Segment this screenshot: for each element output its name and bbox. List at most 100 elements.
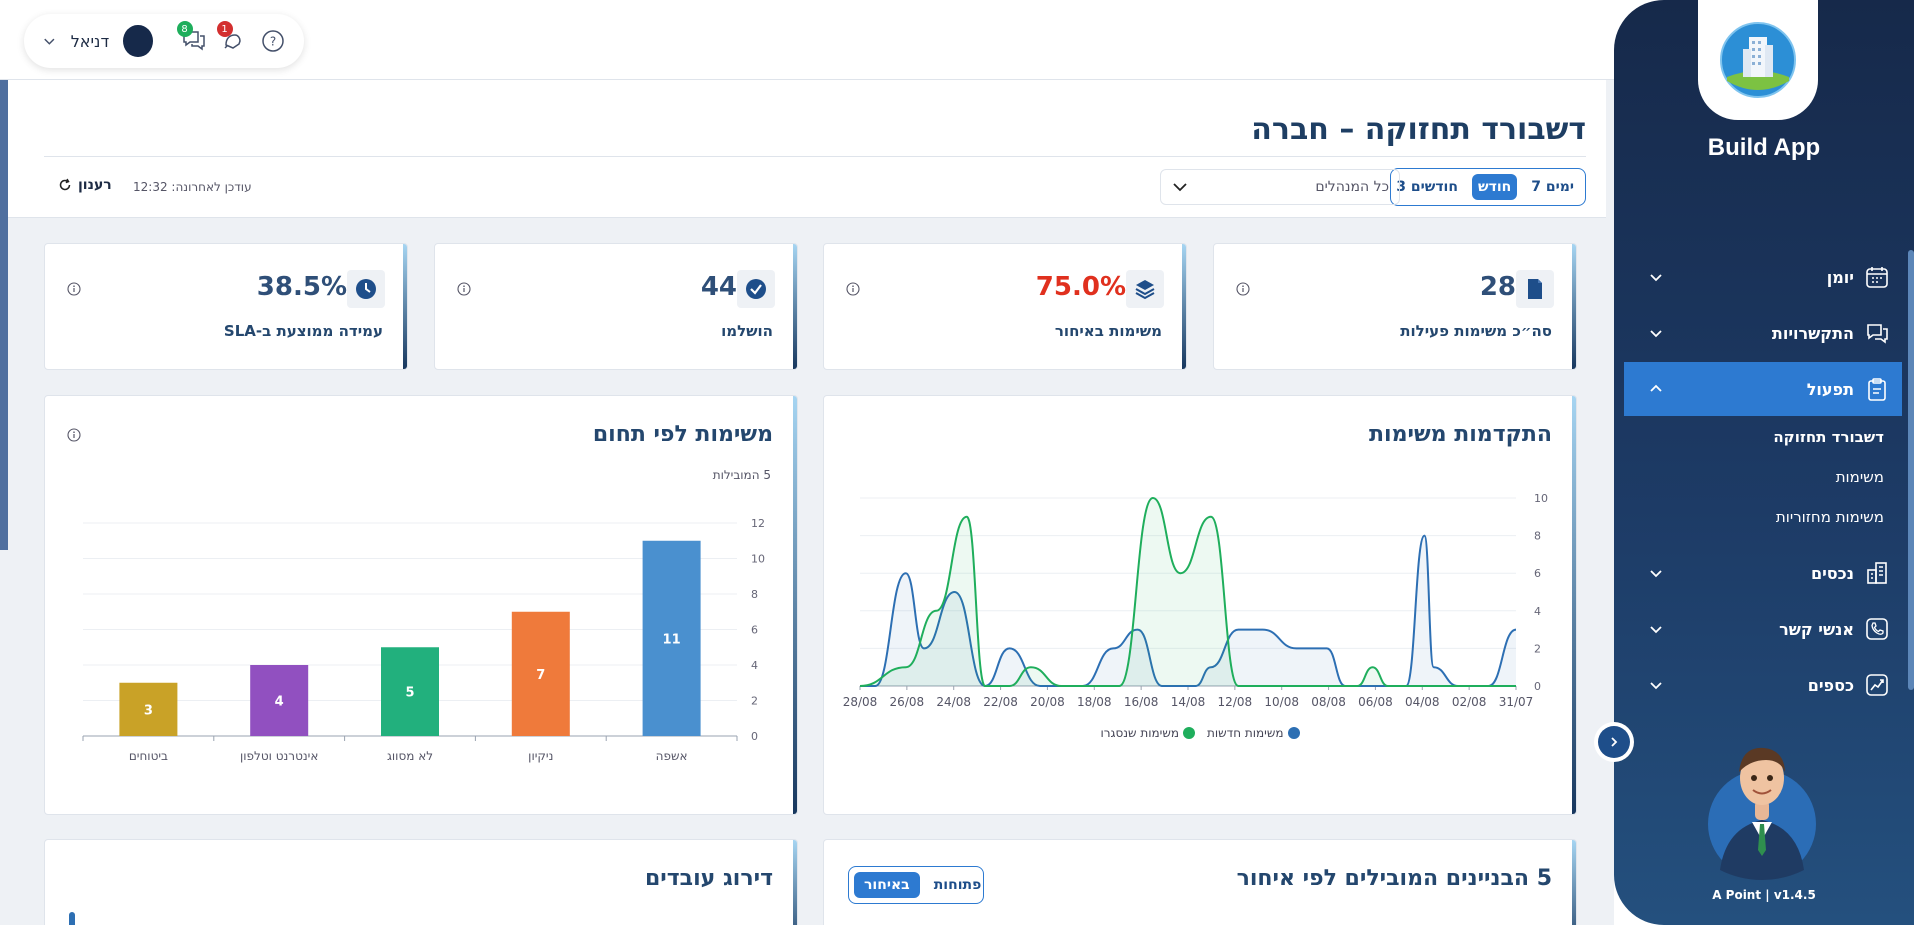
- bar: [119, 682, 178, 736]
- kpi-active-tasks: 28 סה״כ משימות פעילות: [1213, 243, 1577, 370]
- chevron-right-icon: [1611, 737, 1618, 747]
- info-icon[interactable]: [67, 282, 81, 296]
- refresh-button[interactable]: רענון: [58, 177, 112, 193]
- chat-count-badge: 8: [176, 21, 193, 37]
- bar: [642, 540, 701, 736]
- bar-value-label: 3: [144, 703, 153, 718]
- phone-icon: [1866, 618, 1888, 640]
- y-tick-label: 6: [1534, 567, 1541, 580]
- brand-name: Build App: [1707, 134, 1821, 161]
- sidebar-item-label: נכסים: [1810, 563, 1854, 583]
- legend-label: משימות שנסגרו: [1100, 726, 1180, 740]
- bar: [511, 611, 570, 736]
- chevron-down-icon: [1650, 682, 1662, 690]
- tasks-by-domain-card: משימות לפי תחום 5 המובילות 0 2 4 6 8 10 12 11 אש…: [44, 395, 798, 815]
- x-tick-label: ניקיון: [528, 749, 553, 763]
- chat-button[interactable]: 8: [176, 21, 207, 55]
- chevron-down-icon[interactable]: [42, 33, 57, 49]
- user-menu[interactable]: דניאל 8 1 ?: [24, 14, 304, 68]
- series-area-closed: [860, 498, 1516, 686]
- sidebar-item-contacts[interactable]: אנשי קשר: [1624, 602, 1902, 656]
- y-tick-label: 12: [751, 517, 765, 530]
- range-3-months[interactable]: 3 חודשים: [1396, 179, 1458, 195]
- sidebar-item-label: יומן: [1826, 267, 1854, 287]
- filter-overdue[interactable]: באיחור: [854, 872, 920, 898]
- y-tick-label: 10: [1534, 492, 1548, 505]
- x-tick-label: אינטרנט וטלפון: [240, 749, 318, 763]
- top-bar: דניאל 8 1 ?: [0, 0, 1614, 80]
- sidebar-item-finance[interactable]: כספים: [1624, 658, 1902, 712]
- help-button[interactable]: ?: [260, 27, 286, 55]
- sidebar-item-calendar[interactable]: יומן: [1624, 250, 1902, 304]
- series-line-closed: [859, 496, 1516, 688]
- time-range-toggle[interactable]: 7 ימים חודש 3 חודשים: [1390, 168, 1586, 206]
- tasks-progress-chart: 0 2 4 6 8 10 31/07 02/08 04/08 06/08 08/08 10/08 12/…: [843, 492, 1548, 709]
- y-tick-label: 8: [1534, 530, 1541, 543]
- range-month[interactable]: חודש: [1471, 174, 1518, 200]
- x-tick-label: אשפה: [656, 749, 688, 763]
- kpi-label: משימות באיחור: [1054, 322, 1162, 340]
- chevron-down-icon: [1173, 183, 1187, 192]
- page-title: דשבורד תחזוקה – חברה: [1251, 112, 1586, 147]
- buildings-filter-toggle[interactable]: באיחור פתוחות: [848, 866, 984, 904]
- x-tick-label: ביטוחים: [129, 749, 168, 763]
- sidebar-sub-tasks[interactable]: משימות: [1835, 468, 1884, 486]
- card-title: 5 הבניינים המובילים לפי איחור: [1236, 866, 1552, 891]
- user-name[interactable]: דניאל: [70, 31, 110, 51]
- bar-value-label: 11: [663, 632, 681, 647]
- chevron-up-icon: [1650, 384, 1662, 392]
- chat-bubbles-icon: [182, 31, 205, 51]
- kpi-label: הושלמו: [721, 322, 773, 340]
- info-icon[interactable]: [1236, 282, 1250, 296]
- notifications-button[interactable]: 1: [216, 21, 247, 55]
- sidebar-sub-maintenance-dashboard[interactable]: דשבורד תחזוקה: [1773, 428, 1884, 446]
- main-content: דשבורד תחזוקה – חברה 7 ימים חודש 3 חודשי…: [8, 80, 1606, 925]
- sidebar-item-assets[interactable]: נכסים: [1624, 546, 1902, 600]
- legend-item-closed[interactable]: משימות שנסגרו: [1100, 726, 1196, 740]
- info-icon[interactable]: [67, 428, 81, 442]
- y-tick-label: 4: [751, 659, 758, 672]
- chart-legend: משימות חדשות משימות שנסגרו: [824, 726, 1576, 740]
- y-tick-label: 2: [1534, 642, 1541, 655]
- sidebar-item-operations[interactable]: תפעול: [1624, 362, 1902, 416]
- sidebar-sub-recurring-tasks[interactable]: משימות מחזוריות: [1775, 508, 1884, 526]
- filter-open[interactable]: פתוחות: [933, 877, 982, 893]
- manager-select[interactable]: כל המנהלים: [1160, 169, 1400, 205]
- sidebar-item-communications[interactable]: התקשרויות: [1624, 306, 1902, 360]
- info-icon[interactable]: [457, 282, 471, 296]
- chevron-down-icon: [1650, 274, 1662, 282]
- assistant-avatar[interactable]: [1706, 720, 1818, 880]
- chevron-down-icon: [1650, 626, 1662, 634]
- dashboard-header: דשבורד תחזוקה – חברה 7 ימים חודש 3 חודשי…: [8, 80, 1606, 218]
- employee-ranking-card: דירוג עובדים: [44, 839, 798, 925]
- avatar[interactable]: [123, 25, 153, 57]
- sidebar-scrollbar[interactable]: [1908, 250, 1914, 690]
- x-tick-label: 12/08: [1218, 695, 1253, 709]
- collapse-sidebar-button[interactable]: [1594, 722, 1634, 762]
- ranking-bar-stub: [69, 912, 75, 925]
- card-title: משימות לפי תחום: [592, 422, 773, 447]
- legend-item-new[interactable]: משימות חדשות: [1207, 726, 1300, 740]
- legend-dot: [1287, 727, 1300, 739]
- last-updated: עודכן לאחרונה: 12:32: [133, 180, 252, 194]
- info-icon[interactable]: [846, 282, 860, 296]
- kpi-value: 38.5%: [256, 272, 347, 302]
- tasks-progress-card: התקדמות משימות 0 2 4 6 8 10 31/07 02/08 04/08 06/…: [823, 395, 1577, 815]
- logo[interactable]: [1698, 0, 1818, 120]
- check-circle-icon: [737, 270, 775, 308]
- sidebar-item-label: התקשרויות: [1771, 323, 1854, 343]
- app-version: A Point | v1.4.5: [1712, 888, 1816, 902]
- clipboard-icon: [1868, 378, 1886, 401]
- chart-subtitle: 5 המובילות: [712, 468, 771, 482]
- page-scrollbar[interactable]: [0, 80, 8, 550]
- manager-select-value: כל המנהלים: [1315, 179, 1389, 195]
- y-tick-label: 2: [751, 695, 758, 708]
- x-tick-label: 26/08: [890, 695, 925, 709]
- title-divider: [44, 156, 1586, 157]
- range-7-days[interactable]: 7 ימים: [1531, 179, 1574, 195]
- y-tick-label: 8: [751, 588, 758, 601]
- chevron-down-icon: [1650, 570, 1662, 578]
- calendar-icon: [1866, 267, 1888, 288]
- bar-value-label: 7: [536, 668, 545, 683]
